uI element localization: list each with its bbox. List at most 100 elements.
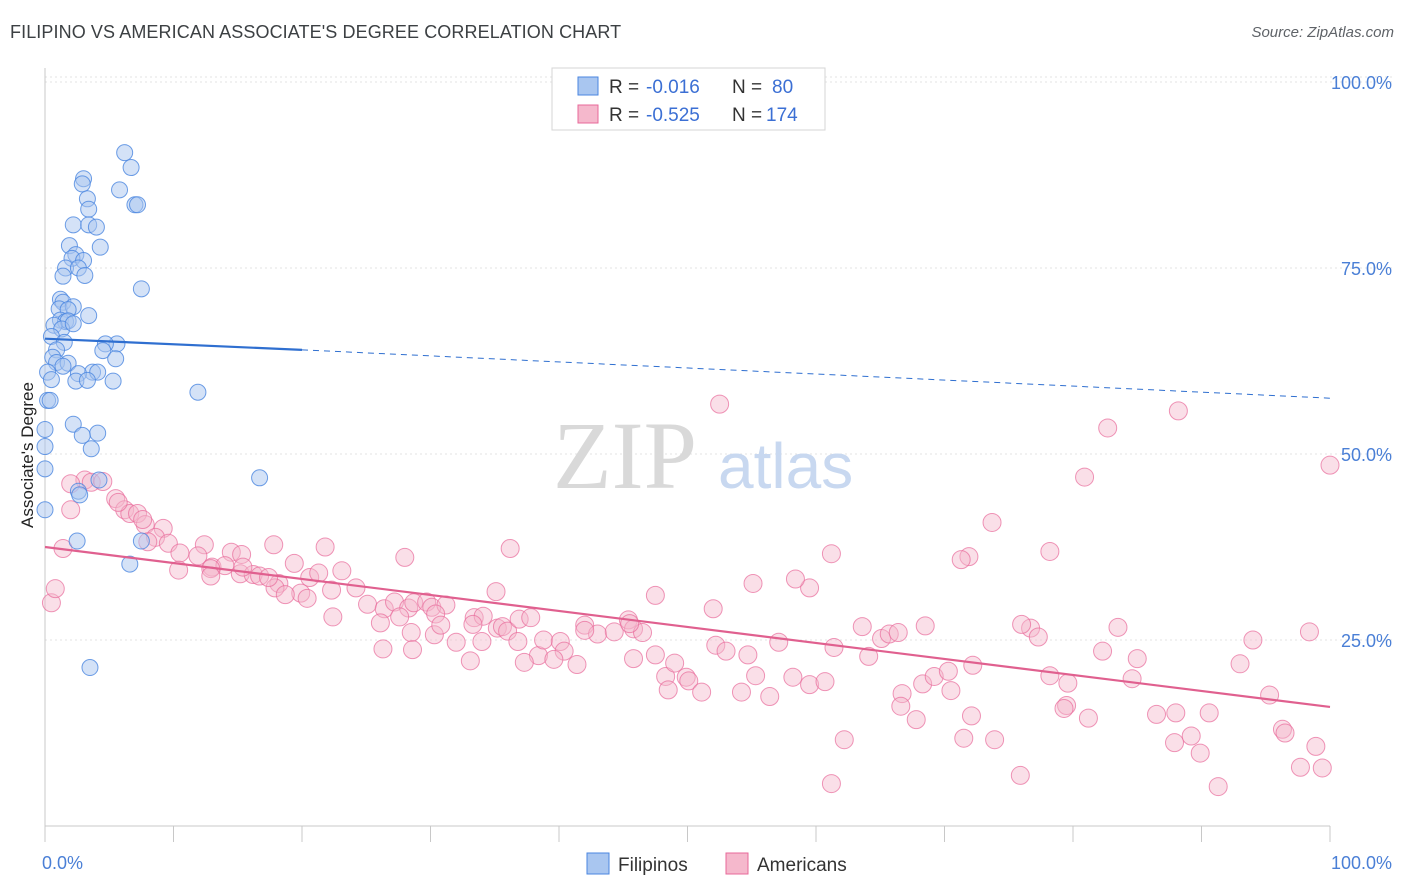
american-point [401, 623, 421, 643]
american-point [1122, 669, 1142, 689]
top-legend: R = -0.016 N = 80 R = -0.525 N = 174 [551, 67, 826, 131]
filipino-point [107, 350, 125, 368]
filipino-point [80, 307, 98, 325]
y-tick-label: 75.0% [1341, 259, 1392, 279]
american-point [769, 632, 789, 652]
american-point [41, 593, 61, 613]
filipino-point [36, 501, 54, 519]
filipino-point [76, 266, 94, 284]
american-point [169, 560, 189, 580]
filipino-point [104, 372, 122, 390]
american-point [486, 582, 506, 602]
american-point [521, 608, 541, 628]
american-point [1040, 666, 1060, 686]
legend-swatch-americans [577, 104, 599, 124]
american-point [800, 675, 820, 695]
filipino-point [73, 175, 91, 193]
american-point [1320, 455, 1340, 475]
american-point [403, 640, 423, 660]
american-point [508, 631, 528, 651]
american-point [941, 681, 961, 701]
american-point [194, 535, 214, 555]
american-point [961, 706, 981, 726]
american-point [676, 667, 696, 687]
y-tick-label: 100.0% [1331, 73, 1392, 93]
american-point [710, 394, 730, 414]
source-label: Source: ZipAtlas.com [1251, 24, 1394, 41]
filipino-point [87, 218, 105, 236]
american-point [1075, 467, 1095, 487]
filipino-point [80, 200, 98, 218]
american-point [265, 578, 285, 598]
american-point [1199, 703, 1219, 723]
american-point [963, 655, 983, 675]
american-point [1166, 703, 1186, 723]
filipino-point [36, 460, 54, 478]
legend-r-value-2: -0.525 [646, 105, 700, 126]
american-point [115, 500, 135, 520]
american-point [824, 637, 844, 657]
filipino-point [42, 371, 60, 389]
american-point [1208, 777, 1228, 797]
american-point [760, 687, 780, 707]
filipino-point [41, 391, 59, 409]
filipino-point [90, 471, 108, 489]
american-point [370, 613, 390, 633]
american-point [120, 504, 140, 524]
american-point [108, 492, 128, 512]
american-point [300, 568, 320, 588]
american-point [915, 616, 935, 636]
american-point [323, 607, 343, 627]
american-point [544, 649, 564, 669]
filipino-point [64, 315, 82, 333]
american-point [1290, 757, 1310, 777]
filipino-point [82, 440, 100, 458]
american-point [500, 538, 520, 558]
x-tick-label: 100.0% [1331, 853, 1392, 873]
american-point [982, 512, 1002, 532]
american-point [460, 651, 480, 671]
american-point [567, 655, 587, 675]
american-point [390, 607, 410, 627]
american-point [291, 583, 311, 603]
american-point [1181, 726, 1201, 746]
american-point [1093, 641, 1113, 661]
american-point [891, 696, 911, 716]
american-point [1306, 736, 1326, 756]
american-point [1057, 695, 1077, 715]
american-point [575, 620, 595, 640]
filipino-point [189, 383, 207, 401]
american-point [1028, 627, 1048, 647]
american-point [604, 622, 624, 642]
legend-swatch-filipinos [577, 76, 599, 96]
american-point [1147, 704, 1167, 724]
american-point [498, 621, 518, 641]
bottom-swatch-filipinos [586, 852, 610, 875]
american-point [315, 537, 335, 557]
american-point [620, 614, 640, 634]
filipino-point [116, 144, 134, 162]
american-point [1058, 673, 1078, 693]
bottom-legend-americans: Americans [757, 855, 847, 876]
y-tick-label: 25.0% [1341, 631, 1392, 651]
american-point [1108, 617, 1128, 637]
american-point [706, 635, 726, 655]
american-point [859, 646, 879, 666]
filipino-point [129, 196, 147, 214]
american-point [1260, 685, 1280, 705]
legend-r-label-2: R = [609, 105, 639, 126]
american-point [731, 682, 751, 702]
filipino-point [122, 159, 140, 177]
american-point [374, 599, 394, 619]
american-point [588, 624, 608, 644]
american-point [297, 588, 317, 608]
american-point [1190, 743, 1210, 763]
american-point [201, 566, 221, 586]
legend-n-value-2: 174 [766, 105, 798, 126]
american-point [821, 544, 841, 564]
filipino-point [36, 420, 54, 438]
american-point [446, 632, 466, 652]
filipinos-trend-extension [301, 349, 1331, 399]
american-point [834, 730, 854, 750]
american-point [1098, 418, 1118, 438]
